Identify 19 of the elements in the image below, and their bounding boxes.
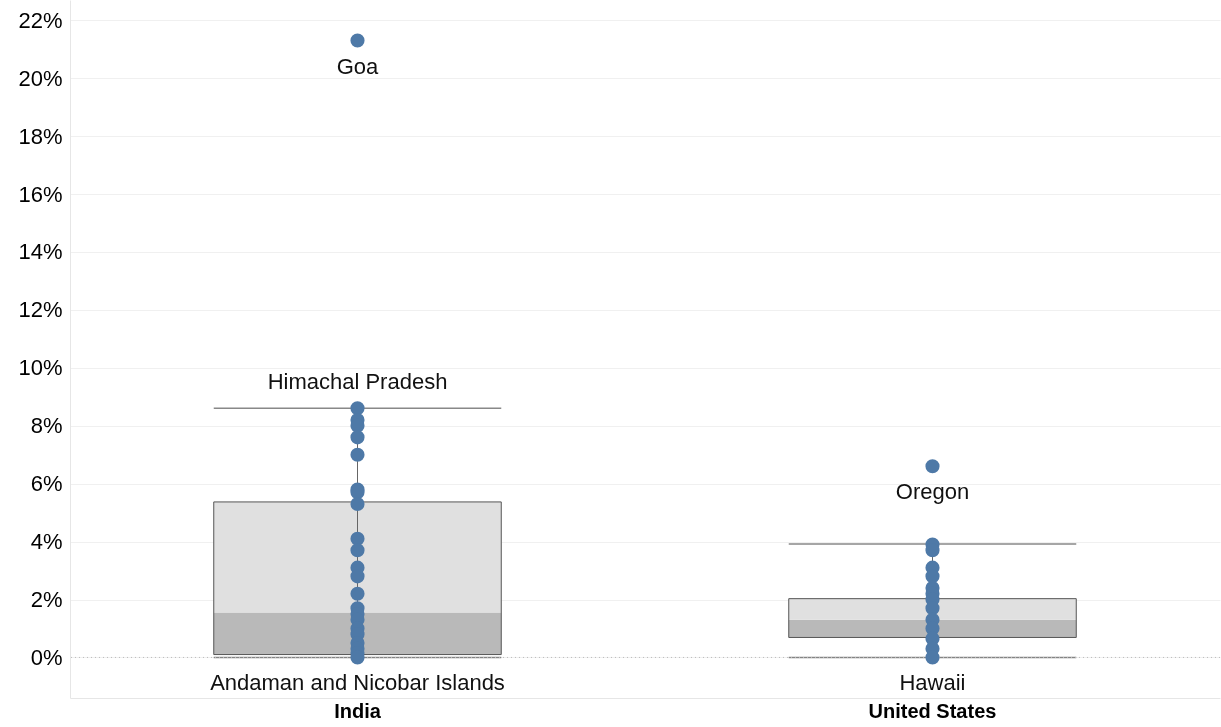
y-tick-label: 10% [18, 355, 63, 381]
y-tick-label: 0% [30, 644, 63, 670]
x-tick-label: United States [868, 699, 997, 722]
y-tick-label: 2% [30, 587, 63, 613]
y-tick-label: 18% [18, 123, 63, 149]
annotation: Oregon [895, 479, 970, 505]
y-tick-label: 14% [18, 239, 63, 265]
annotation: Himachal Pradesh [267, 369, 448, 395]
annotation: Andaman and Nicobar Islands [210, 670, 505, 696]
y-tick-label: 8% [30, 413, 63, 439]
y-tick-label: 12% [18, 297, 63, 323]
annotation: Hawaii [899, 670, 966, 696]
annotation: Goa [336, 53, 380, 79]
y-tick-label: 16% [18, 181, 63, 207]
y-tick-label: 6% [30, 471, 63, 497]
x-tick-label: India [334, 699, 382, 722]
y-tick-label: 20% [18, 65, 63, 91]
y-tick-label: 4% [30, 529, 63, 555]
y-tick-label: 22% [18, 7, 63, 33]
